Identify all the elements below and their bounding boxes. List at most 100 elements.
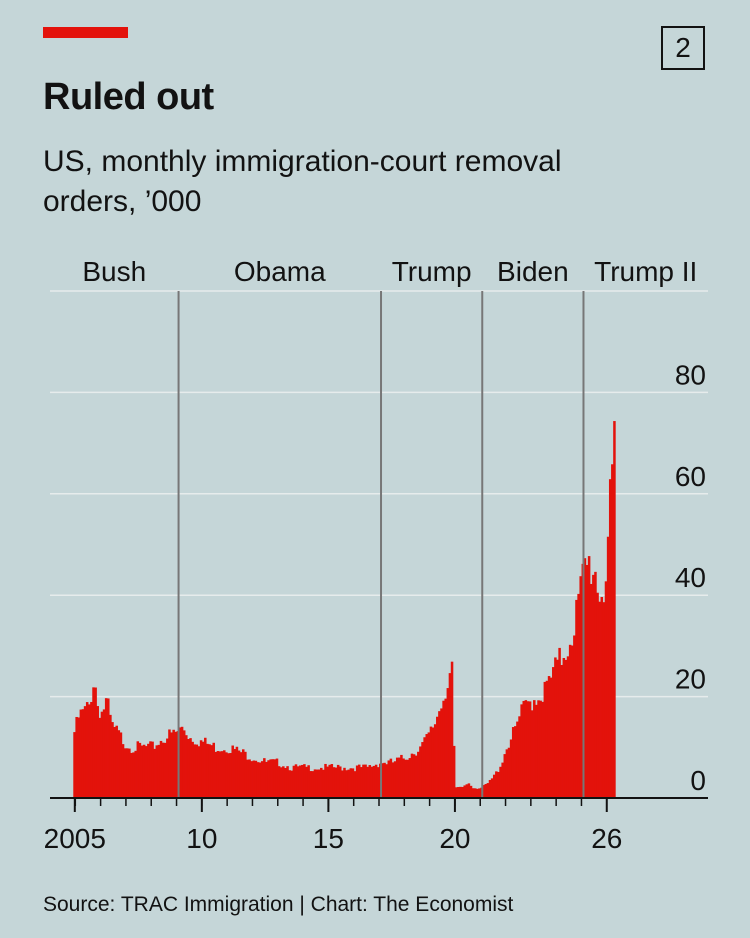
bar — [562, 657, 566, 798]
bar — [446, 688, 450, 798]
bar — [514, 726, 517, 798]
y-tick-label: 20 — [675, 664, 706, 695]
bar — [368, 765, 372, 798]
bar — [351, 768, 355, 798]
bar — [362, 764, 365, 798]
bar — [366, 766, 369, 798]
bar — [596, 592, 599, 798]
bar — [231, 745, 234, 798]
bar — [320, 767, 323, 798]
chart-number-badge: 2 — [661, 26, 705, 70]
bar — [556, 659, 559, 798]
bar — [355, 765, 359, 798]
bar — [157, 744, 161, 798]
bar — [473, 788, 477, 798]
bar — [577, 593, 580, 798]
bar — [248, 759, 251, 798]
bar — [227, 753, 230, 798]
bar — [206, 743, 209, 798]
bar — [244, 751, 247, 798]
bar — [385, 764, 388, 798]
bar — [140, 745, 144, 798]
bar — [94, 687, 97, 798]
bar — [98, 717, 102, 798]
bar — [438, 711, 441, 798]
bar — [92, 687, 95, 798]
bar — [505, 749, 509, 798]
bar — [197, 746, 201, 798]
bar — [239, 752, 243, 798]
bar — [136, 741, 140, 798]
bar — [284, 767, 287, 798]
x-axis: 2005 10 15 20 26 — [44, 797, 708, 854]
bar — [360, 767, 363, 798]
bar — [436, 716, 439, 798]
bar — [155, 745, 159, 798]
bar — [611, 464, 614, 798]
bar — [482, 785, 485, 798]
bar — [216, 751, 220, 798]
bar — [121, 744, 125, 798]
bar — [88, 704, 91, 798]
bar — [119, 732, 123, 798]
bar — [465, 784, 469, 798]
bar — [292, 765, 296, 798]
bar — [218, 751, 222, 798]
bar — [334, 767, 338, 798]
bar — [393, 761, 397, 798]
bar — [102, 709, 106, 798]
bar — [471, 788, 475, 798]
bar — [571, 645, 574, 798]
bar — [501, 762, 504, 798]
bar — [189, 738, 192, 798]
bar — [161, 742, 165, 798]
bar — [455, 787, 458, 798]
bar — [381, 763, 384, 798]
bar — [170, 732, 173, 798]
bar — [526, 701, 530, 798]
bar — [573, 635, 576, 798]
bar — [503, 754, 507, 798]
x-tick-label: 10 — [186, 823, 217, 854]
bar — [324, 763, 327, 798]
bar — [568, 644, 572, 798]
bar — [535, 704, 538, 798]
bar — [545, 680, 549, 798]
bar — [484, 784, 488, 798]
x-tick-label: 15 — [313, 823, 344, 854]
bar — [587, 556, 591, 798]
bar — [398, 757, 401, 798]
bar — [83, 706, 87, 798]
bar — [448, 673, 452, 798]
bar — [123, 748, 127, 798]
bar — [235, 746, 239, 798]
bar — [539, 700, 542, 798]
bar — [85, 702, 89, 798]
bar — [199, 740, 203, 798]
bar — [511, 727, 515, 798]
bar — [109, 714, 112, 798]
bar — [332, 767, 336, 798]
bar — [431, 727, 435, 798]
bar — [237, 750, 241, 798]
y-tick-label: 80 — [675, 359, 706, 390]
bar — [343, 767, 346, 798]
bar — [490, 778, 494, 798]
bar — [520, 704, 523, 798]
era-label-obama: Obama — [234, 256, 326, 287]
bar — [307, 765, 310, 798]
bar — [357, 764, 361, 798]
bar — [537, 700, 540, 798]
bar — [478, 788, 481, 798]
bar — [288, 770, 291, 798]
bar — [96, 706, 99, 798]
economist-red-bar — [43, 27, 128, 38]
bar — [374, 764, 378, 798]
bar — [225, 752, 228, 798]
bar — [406, 759, 410, 798]
era-label-trump-ii: Trump II — [594, 256, 697, 287]
bar — [279, 767, 283, 798]
bar — [326, 766, 329, 798]
bar — [250, 761, 253, 798]
bar — [457, 787, 460, 798]
